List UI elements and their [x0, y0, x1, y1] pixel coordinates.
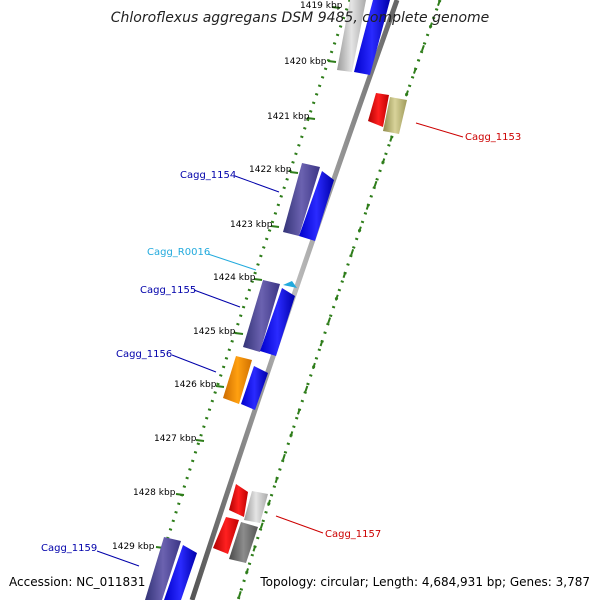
genome-title: Chloroflexus aggregans DSM 9485, complet… [110, 10, 490, 26]
gene-cds-forward[interactable] [354, 0, 390, 75]
outer-dashed-ring [237, 0, 441, 600]
gene-cds-orange[interactable] [223, 356, 252, 404]
gene-label[interactable]: Cagg_1157 [325, 529, 381, 540]
gene-cds-forward[interactable] [164, 545, 197, 600]
gene-cds-reverse[interactable] [229, 484, 248, 517]
tick-mark [331, 6, 341, 9]
gene-cds-dark[interactable] [243, 280, 280, 352]
gene-cds-dark[interactable] [283, 163, 320, 236]
tick-label: 1426 kbp [174, 380, 217, 390]
gene-cds-light[interactable] [337, 0, 366, 72]
gene-cds-light[interactable] [244, 491, 268, 523]
tick-mark [234, 332, 244, 335]
gene-label[interactable]: Cagg_R0016 [147, 247, 210, 258]
gene-label[interactable]: Cagg_1153 [465, 132, 521, 143]
genome-backbone [189, 0, 400, 600]
tick-label: 1429 kbp [112, 542, 155, 552]
gene-label[interactable]: Cagg_1155 [140, 285, 196, 296]
gene-label[interactable]: Cagg_1154 [180, 170, 236, 181]
gene-label[interactable]: Cagg_1156 [116, 349, 172, 360]
tick-label: 1423 kbp [230, 220, 273, 230]
gene-cds-dark[interactable] [145, 537, 181, 600]
gene-label-leader [234, 175, 280, 193]
gene-cds-reverse[interactable] [368, 93, 389, 127]
tick-mark [175, 493, 185, 496]
accession-label: Accession: NC_011831 [9, 575, 146, 589]
tick-mark [289, 171, 299, 174]
gene-cds-forward[interactable] [241, 366, 268, 410]
gene-cds-reverse[interactable] [213, 517, 239, 554]
gene-label-leader [171, 354, 217, 373]
tick-label: 1421 kbp [267, 112, 310, 122]
gene-rna[interactable] [283, 281, 297, 288]
tick-mark [270, 225, 280, 228]
gene-cds-gray[interactable] [229, 522, 258, 563]
tick-group: 1419 kbp 1420 kbp 1421 kbp 1422 kbp 1423… [112, 1, 343, 552]
gene-cds-olive[interactable] [383, 97, 407, 134]
topology-label: Topology: circular; Length: 4,684,931 bp… [260, 575, 590, 589]
gene-label[interactable]: Cagg_1159 [41, 543, 97, 554]
gene-cds-forward[interactable] [299, 171, 334, 241]
tick-label: 1419 kbp [300, 1, 343, 11]
gene-label-leader [96, 550, 140, 567]
tick-label: 1425 kbp [193, 327, 236, 337]
tick-mark [215, 385, 225, 388]
tick-label: 1424 kbp [213, 273, 256, 283]
tick-label: 1422 kbp [249, 165, 292, 175]
gene-label-leader [207, 253, 257, 271]
tick-mark [253, 278, 263, 281]
tick-label: 1427 kbp [154, 434, 197, 444]
tick-label: 1428 kbp [133, 488, 176, 498]
gene-cds-forward[interactable] [260, 288, 295, 356]
gene-label-leader [275, 515, 324, 534]
gene-label-leader [415, 122, 464, 138]
tick-mark [306, 117, 316, 120]
tick-label: 1420 kbp [284, 57, 327, 67]
tick-mark [195, 439, 205, 442]
tick-mark [327, 60, 337, 63]
gene-label-leader [193, 289, 241, 308]
